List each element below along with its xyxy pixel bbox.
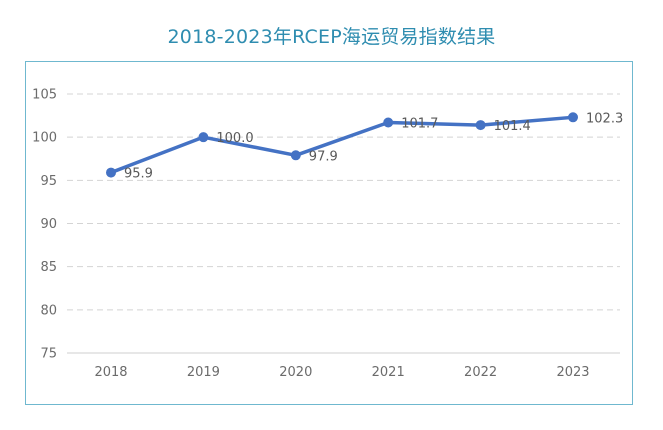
data-point <box>106 167 116 178</box>
chart-title: 2018-2023年RCEP海运贸易指数结果 <box>167 26 496 48</box>
data-label: 97.9 <box>309 149 338 164</box>
y-tick-label: 105 <box>32 88 57 103</box>
x-tick-label: 2018 <box>94 365 127 380</box>
x-tick-label: 2022 <box>464 365 497 380</box>
series-layer <box>106 112 578 178</box>
data-point <box>290 150 301 161</box>
y-tick-label: 85 <box>40 260 57 275</box>
data-label: 100.0 <box>216 131 253 146</box>
data-point <box>198 132 209 143</box>
x-tick-label: 2021 <box>372 365 405 380</box>
data-label: 102.3 <box>586 111 623 126</box>
x-tick-label: 2020 <box>279 365 312 380</box>
x-axis: 2018 2019 2020 2021 2022 2023 <box>94 365 589 380</box>
data-point <box>475 120 486 131</box>
chart-frame <box>25 61 633 405</box>
y-tick-label: 95 <box>40 174 57 189</box>
grid-layer <box>67 93 620 354</box>
y-tick-label: 100 <box>32 131 57 146</box>
data-label: 101.7 <box>401 116 438 131</box>
data-labels: 95.9 100.0 97.9 101.7 101.4 102.3 <box>124 111 623 181</box>
y-axis: 75 80 85 90 95 100 105 <box>32 88 57 362</box>
y-tick-label: 90 <box>40 217 57 232</box>
data-point <box>383 117 394 128</box>
y-tick-label: 80 <box>40 303 57 318</box>
data-label: 95.9 <box>124 167 153 182</box>
series-line <box>109 115 575 175</box>
x-tick-label: 2019 <box>187 365 220 380</box>
x-tick-label: 2023 <box>556 365 589 380</box>
data-point <box>568 112 578 123</box>
data-label: 101.4 <box>494 119 531 134</box>
y-tick-label: 75 <box>40 347 57 362</box>
